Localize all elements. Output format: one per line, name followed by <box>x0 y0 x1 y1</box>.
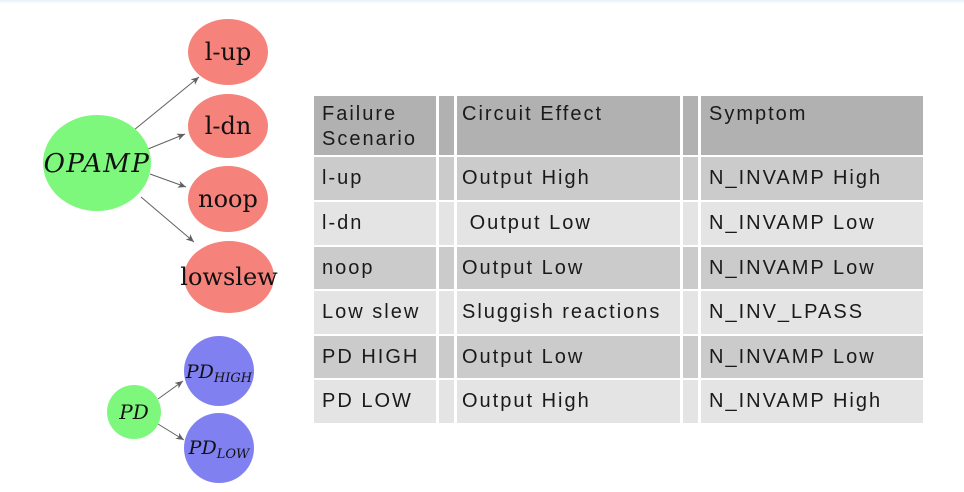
edges-group <box>133 76 200 441</box>
pdhigh-base: PD <box>185 361 214 383</box>
cell-symptom: N_INVAMP Low <box>701 247 923 289</box>
node-pdlow-label: PDLOW <box>188 437 251 462</box>
node-lup-ellipse <box>188 19 268 85</box>
node-pdhigh-circle <box>184 336 254 406</box>
cell-failure: l-up <box>314 157 436 200</box>
spacer-cell <box>683 291 698 334</box>
spacer-cell <box>683 247 698 289</box>
fault-tree-diagram: OPAMP l-up l-dn noop lowslew PD PDHIGH P… <box>43 19 278 483</box>
cell-failure: Low slew <box>314 291 436 334</box>
cell-effect: Output High <box>457 157 680 200</box>
pdlow-subscript: LOW <box>216 447 251 462</box>
cell-symptom: N_INVAMP Low <box>701 202 923 245</box>
edge-pd-pdhigh <box>157 380 184 400</box>
spacer-cell <box>439 202 454 245</box>
pdlow-base: PD <box>188 437 217 459</box>
node-pd-label: PD <box>118 400 149 424</box>
spacer-cell <box>683 202 698 245</box>
edge-opamp-lowslew <box>140 196 195 243</box>
cell-symptom: N_INV_LPASS <box>701 291 923 334</box>
node-noop-label: noop <box>198 185 258 213</box>
spacer-cell <box>439 157 454 200</box>
spacer-cell <box>683 157 698 200</box>
node-lowslew-ellipse <box>184 241 274 313</box>
spacer-cell <box>439 247 454 289</box>
header-cell-symptom: Symptom <box>701 96 923 155</box>
spacer-cell <box>683 380 698 423</box>
spacer-cell <box>439 336 454 378</box>
cell-effect: Sluggish reactions <box>457 291 680 334</box>
cell-effect: Output High <box>457 380 680 423</box>
node-lowslew-label: lowslew <box>180 263 278 291</box>
edge-pd-pdlow <box>157 423 185 441</box>
node-ldn-ellipse <box>188 94 268 158</box>
header-spacer-cell <box>439 96 454 155</box>
spacer-cell <box>439 380 454 423</box>
edge-opamp-noop <box>149 173 187 188</box>
node-ldn-label: l-dn <box>205 112 252 140</box>
failure-symptom-table: Failure Scenario Circuit Effect Symptom … <box>314 96 923 423</box>
node-pd-circle <box>107 385 161 439</box>
node-lup-label: l-up <box>205 38 252 66</box>
header-cell-circuit-effect: Circuit Effect <box>457 96 680 155</box>
cell-failure: PD LOW <box>314 380 436 423</box>
cell-symptom: N_INVAMP Low <box>701 336 923 378</box>
spacer-cell <box>683 336 698 378</box>
node-opamp-ellipse <box>43 115 151 211</box>
spacer-cell <box>439 291 454 334</box>
cell-effect: Output Low <box>457 247 680 289</box>
header-cell-failure-scenario: Failure Scenario <box>314 96 436 155</box>
cell-symptom: N_INVAMP High <box>701 380 923 423</box>
top-accent-strip <box>0 0 964 4</box>
cell-effect: Output Low <box>457 202 680 245</box>
node-pdlow-circle <box>184 413 254 483</box>
cell-effect: Output Low <box>457 336 680 378</box>
edge-opamp-lup <box>133 76 200 131</box>
node-opamp-label: OPAMP <box>44 149 151 179</box>
pdhigh-subscript: HIGH <box>213 371 253 386</box>
cell-failure: PD HIGH <box>314 336 436 378</box>
edge-opamp-ldn <box>147 133 186 150</box>
node-noop-ellipse <box>188 166 268 232</box>
cell-symptom: N_INVAMP High <box>701 157 923 200</box>
cell-failure: noop <box>314 247 436 289</box>
cell-failure: l-dn <box>314 202 436 245</box>
node-pdhigh-label: PDHIGH <box>185 361 253 386</box>
header-spacer-cell <box>683 96 698 155</box>
